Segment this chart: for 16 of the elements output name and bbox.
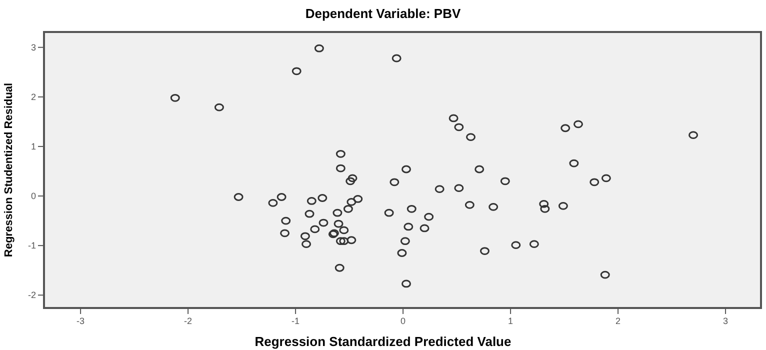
y-tick-label: 0 [30,191,36,202]
y-tick-label: -2 [28,290,36,300]
y-tick-label: 1 [30,141,36,152]
x-axis-title: Regression Standardized Predicted Value [254,334,512,349]
x-tick-label: -2 [184,316,192,326]
x-tick-label: 0 [400,316,406,326]
x-tick-label: 1 [508,316,514,326]
x-tick-label: 3 [723,316,728,326]
x-tick-label: -3 [76,316,85,326]
x-tick-label: -1 [292,316,300,326]
y-tick-label: 2 [30,92,36,102]
y-tick-label: 3 [30,42,36,52]
chart-title: Dependent Variable: PBV [305,6,461,21]
y-tick-label: -1 [28,240,36,251]
y-axis-title: Regression Studentized Residual [3,82,15,258]
x-tick-label: 2 [616,316,621,326]
